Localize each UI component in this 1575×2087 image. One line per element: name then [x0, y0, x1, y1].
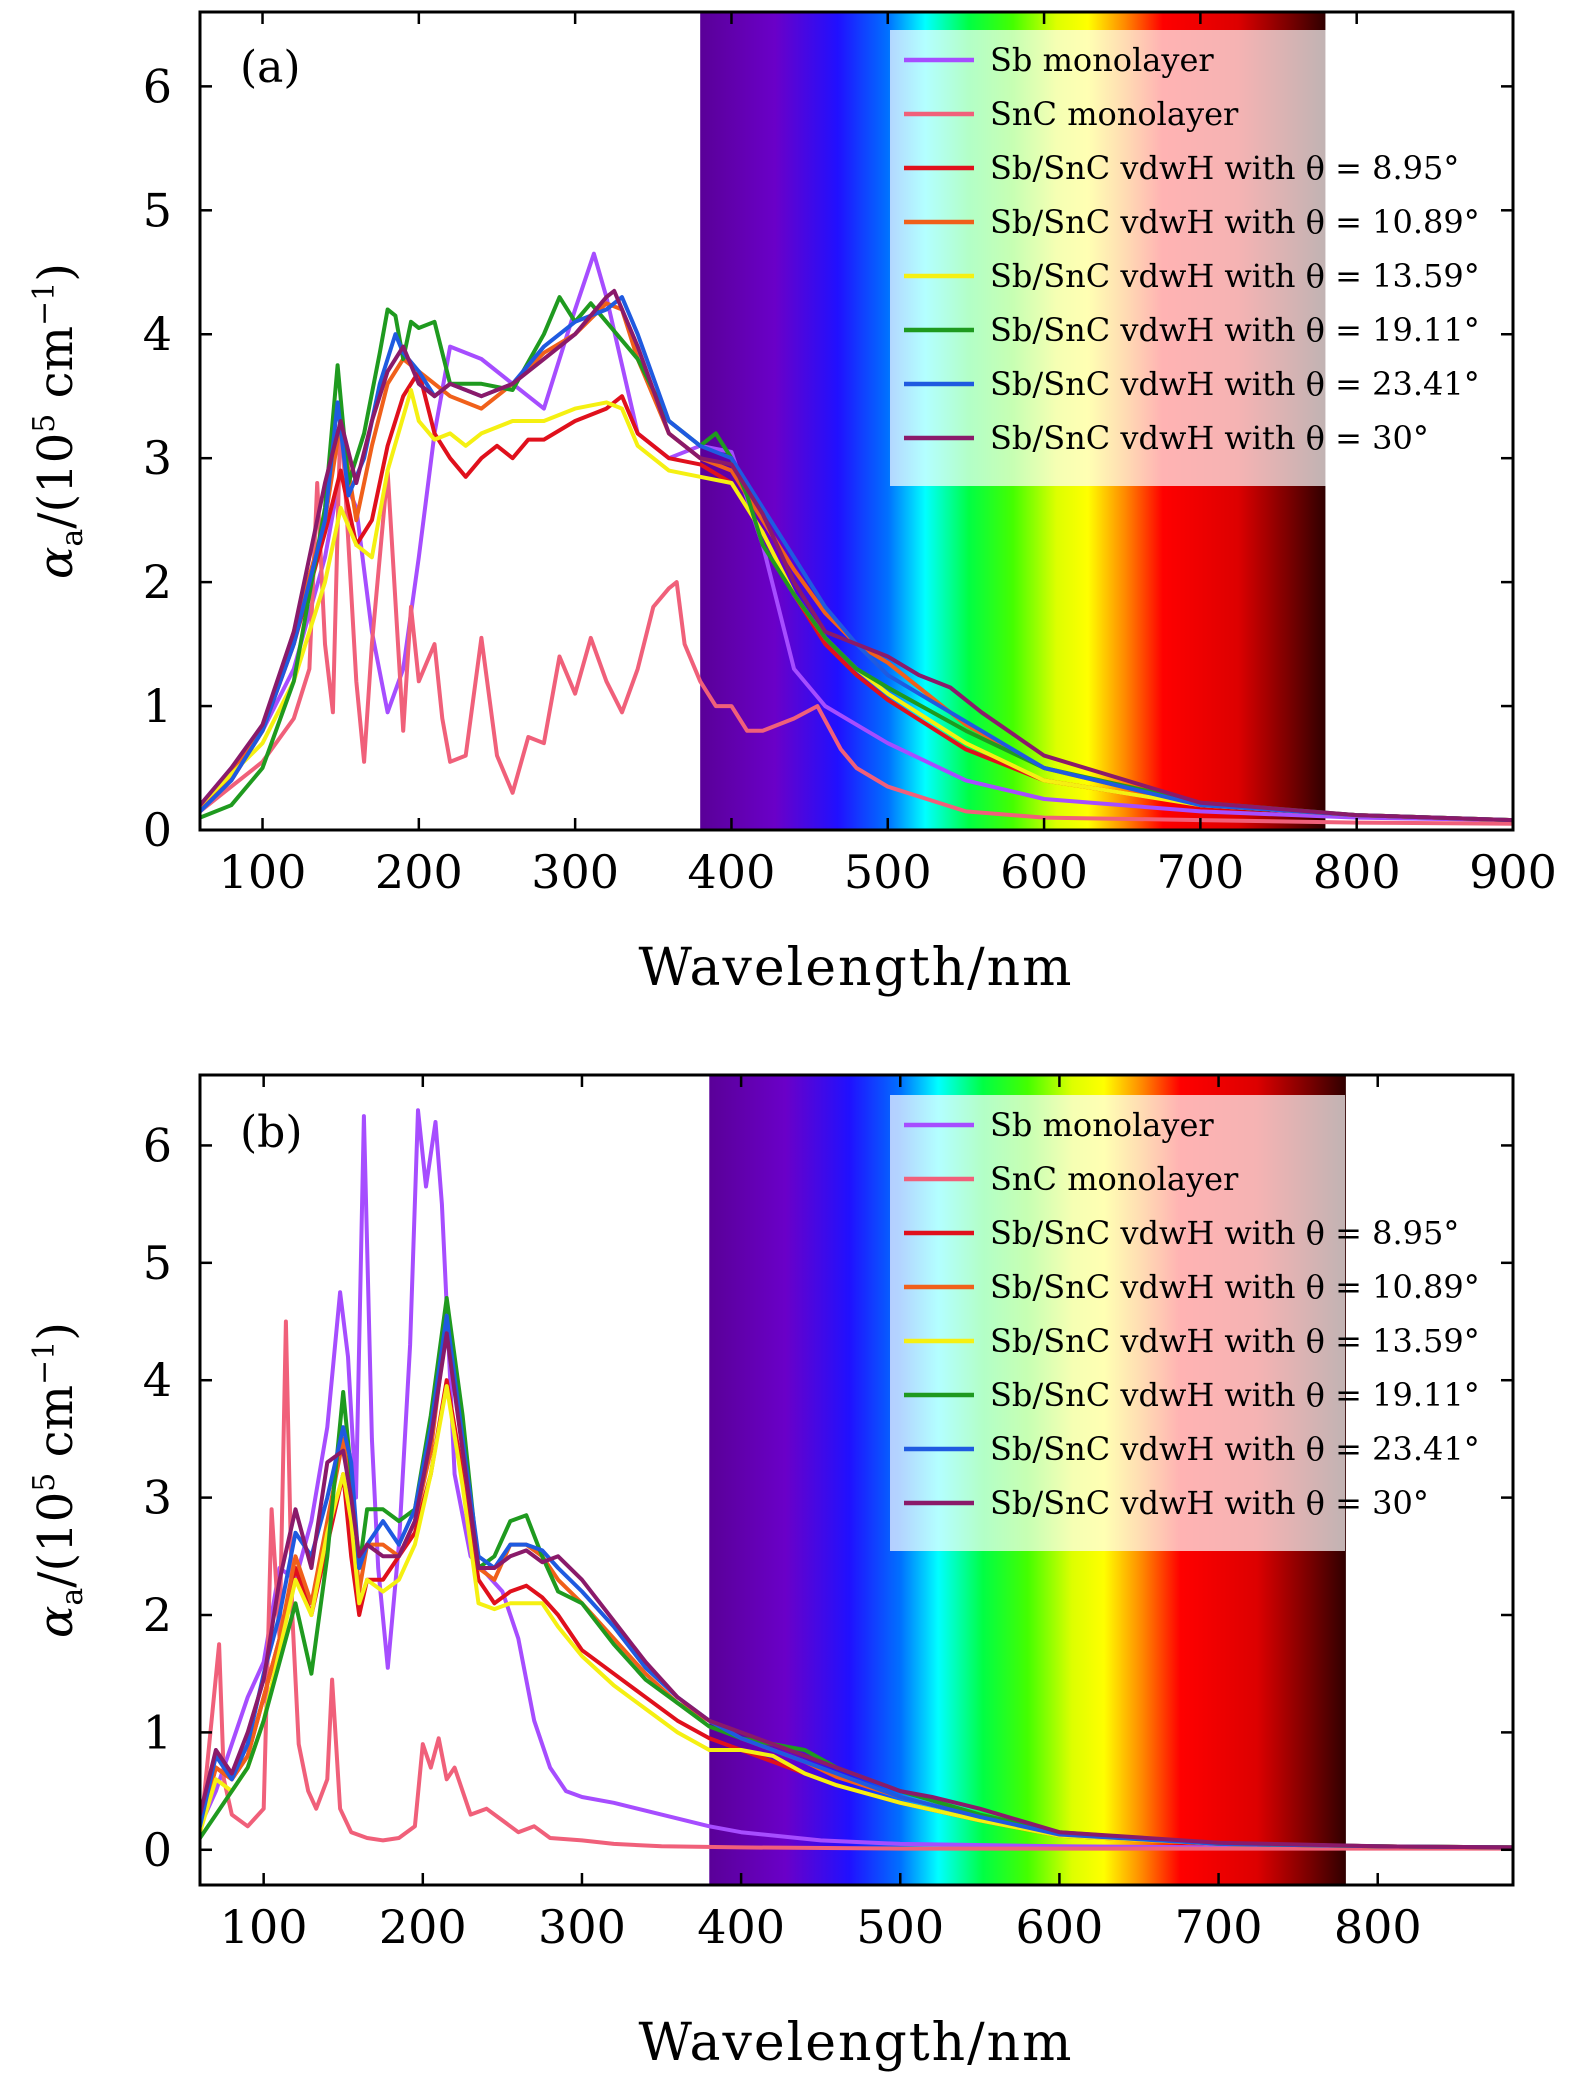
x-tick-label: 100	[219, 845, 307, 899]
legend-box	[890, 1095, 1345, 1551]
x-axis: 100 200 300 400 500 600 700 800	[220, 1075, 1422, 1954]
y-tick-label: 1	[143, 679, 172, 733]
x-tick-label: 800	[1334, 1900, 1422, 1954]
y-tick-label: 5	[143, 1236, 172, 1290]
legend-label: Sb/SnC vdwH with θ = 8.95°	[990, 149, 1459, 187]
y-axis-label: αa/(105 cm−1)	[27, 263, 90, 579]
y-tick-label: 4	[143, 307, 172, 361]
y-tick-label: 6	[143, 1118, 172, 1172]
legend: Sb monolayer SnC monolayer Sb/SnC vdwH wit…	[890, 1095, 1480, 1551]
series-line	[200, 369, 1513, 823]
plot-frame	[198, 1073, 1515, 1887]
legend-label: Sb/SnC vdwH with θ = 10.89°	[990, 203, 1480, 241]
x-tick-label: 800	[1313, 845, 1401, 899]
legend-label: Sb monolayer	[990, 41, 1214, 79]
y-tick-label: 2	[143, 1588, 172, 1642]
y-tick-label: 0	[143, 803, 172, 857]
legend-label: Sb/SnC vdwH with θ = 13.59°	[990, 1322, 1480, 1360]
x-tick-label: 700	[1175, 1900, 1263, 1954]
y-tick-label: 3	[143, 1471, 172, 1525]
legend-label: Sb/SnC vdwH with θ = 30°	[990, 1484, 1429, 1522]
x-tick-label: 200	[379, 1900, 467, 1954]
x-tick-label: 900	[1469, 845, 1557, 899]
plot-frame	[198, 10, 1515, 832]
x-tick-label: 500	[856, 1900, 944, 1954]
x-tick-label: 200	[375, 845, 463, 899]
x-tick-label: 700	[1156, 845, 1244, 899]
y-tick-label: 4	[143, 1353, 172, 1407]
x-tick-label: 300	[538, 1900, 626, 1954]
legend-label: Sb monolayer	[990, 1106, 1214, 1144]
x-axis: 100 200 300 400 500 600 700 800 900	[219, 12, 1557, 899]
legend-label: Sb/SnC vdwH with θ = 19.11°	[990, 1376, 1480, 1414]
legend-box	[890, 30, 1345, 486]
x-tick-label: 400	[697, 1900, 785, 1954]
y-tick-label: 2	[143, 555, 172, 609]
x-tick-label: 600	[1000, 845, 1088, 899]
panel-b: Sb monolayer SnC monolayer Sb/SnC vdwH wit…	[27, 1073, 1515, 2073]
x-tick-label: 100	[220, 1900, 308, 1954]
x-tick-label: 500	[844, 845, 932, 899]
series-lines	[200, 251, 1513, 826]
legend-label: Sb/SnC vdwH with θ = 30°	[990, 419, 1429, 457]
y-tick-label: 6	[143, 59, 172, 113]
series-line	[200, 1384, 1513, 1850]
series-lines	[200, 1108, 1513, 1851]
legend-label: Sb/SnC vdwH with θ = 13.59°	[990, 257, 1480, 295]
y-tick-label: 0	[143, 1823, 172, 1877]
y-axis: 0 1 2 3 4 5 6	[143, 59, 1513, 857]
legend-label: Sb/SnC vdwH with θ = 23.41°	[990, 365, 1480, 403]
panel-label: (b)	[240, 1107, 303, 1158]
x-tick-label: 400	[688, 845, 776, 899]
y-tick-label: 1	[143, 1705, 172, 1759]
y-axis-label: αa/(105 cm−1)	[27, 1322, 90, 1638]
series-line	[200, 388, 1513, 823]
panel-label: (a)	[240, 42, 301, 93]
series-line	[200, 1108, 1513, 1850]
legend-label: Sb/SnC vdwH with θ = 19.11°	[990, 311, 1480, 349]
legend-label: Sb/SnC vdwH with θ = 23.41°	[990, 1430, 1480, 1468]
legend-label: Sb/SnC vdwH with θ = 10.89°	[990, 1268, 1480, 1306]
legend-label: Sb/SnC vdwH with θ = 8.95°	[990, 1214, 1459, 1252]
y-tick-label: 3	[143, 431, 172, 485]
series-line	[200, 288, 1513, 823]
panel-a: Sb monolayer SnC monolayer Sb/SnC vdwH wit…	[27, 10, 1557, 998]
x-axis-label: Wavelength/nm	[639, 938, 1074, 998]
x-tick-label: 600	[1016, 1900, 1104, 1954]
y-axis: 0 1 2 3 4 5 6	[143, 1118, 1513, 1877]
x-tick-label: 300	[531, 845, 619, 899]
series-line	[200, 1319, 1513, 1851]
series-line	[200, 1331, 1513, 1850]
legend: Sb monolayer SnC monolayer Sb/SnC vdwH wit…	[890, 30, 1480, 486]
y-tick-label: 5	[143, 183, 172, 237]
legend-label: SnC monolayer	[990, 95, 1239, 133]
x-axis-label: Wavelength/nm	[639, 2013, 1074, 2073]
legend-label: SnC monolayer	[990, 1160, 1239, 1198]
